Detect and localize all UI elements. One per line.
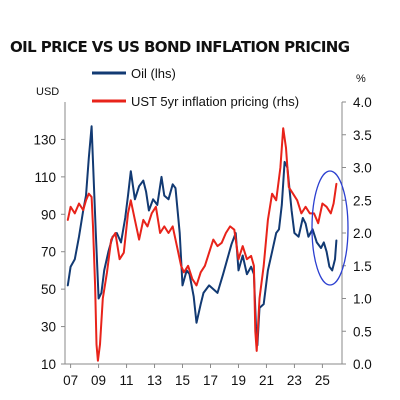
left-axis-ticks: 10 30 50 70 90 110 130 <box>33 132 65 372</box>
right-axis-unit: % <box>356 73 366 85</box>
x-tick-label: 13 <box>147 373 162 388</box>
right-tick-label: 3.5 <box>353 128 372 143</box>
x-tick-label: 15 <box>175 373 190 388</box>
x-tick-label: 07 <box>63 373 78 388</box>
x-tick-label: 23 <box>287 373 302 388</box>
x-tick-label: 21 <box>259 373 274 388</box>
left-tick-label: 130 <box>33 132 56 147</box>
right-axis-ticks: 0.0 0.5 1.0 1.5 2.0 2.5 3.0 3.5 4.0 <box>342 95 372 372</box>
right-tick-label: 1.0 <box>353 292 372 307</box>
left-tick-label: 110 <box>34 170 56 185</box>
right-tick-label: 4.0 <box>353 95 372 110</box>
right-tick-label: 0.5 <box>353 324 372 339</box>
x-tick-label: 11 <box>120 373 134 388</box>
x-tick-label: 19 <box>231 373 246 388</box>
latest-value-highlight <box>311 170 349 286</box>
chart-title: OIL PRICE VS US BOND INFLATION PRICING <box>10 38 350 56</box>
legend: Oil (lhs) UST 5yr inflation pricing (rhs… <box>92 66 299 109</box>
legend-label-inflation: UST 5yr inflation pricing (rhs) <box>131 94 299 109</box>
right-tick-label: 2.5 <box>353 193 372 208</box>
left-tick-label: 10 <box>41 357 56 372</box>
right-tick-label: 3.0 <box>353 161 372 176</box>
series-lines <box>66 125 338 362</box>
inflation-series-line <box>66 127 338 362</box>
left-tick-label: 90 <box>41 207 56 222</box>
oil-series-line <box>66 125 338 347</box>
left-tick-label: 70 <box>41 245 56 260</box>
right-tick-label: 0.0 <box>353 357 372 372</box>
x-tick-label: 25 <box>315 373 330 388</box>
right-tick-label: 1.5 <box>353 259 372 274</box>
left-axis-unit: USD <box>36 86 59 98</box>
legend-label-oil: Oil (lhs) <box>131 66 176 81</box>
x-tick-label: 09 <box>91 373 106 388</box>
x-axis-ticks: 07 09 11 13 15 17 19 21 23 25 <box>63 364 330 388</box>
left-tick-label: 30 <box>41 320 56 335</box>
x-tick-label: 17 <box>203 373 218 388</box>
left-tick-label: 50 <box>41 282 56 297</box>
right-tick-label: 2.0 <box>353 226 372 241</box>
